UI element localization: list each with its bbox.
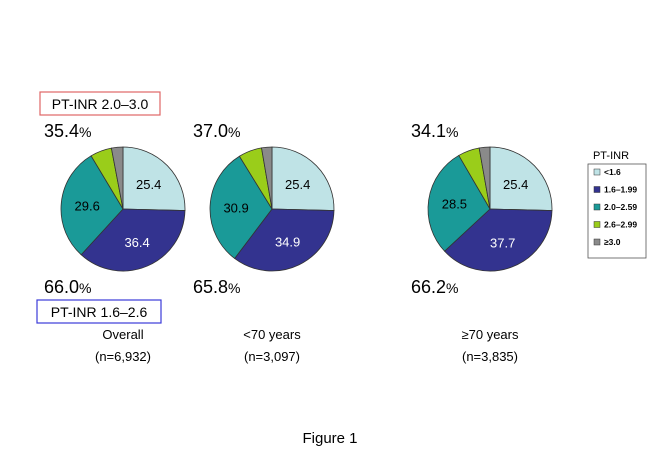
pie-chart-2: 25.4 34.9 30.9 37.0% 65.8% <70 years (n=3,097) [193,121,335,364]
pie-group-sample-size: (n=3,835) [462,349,518,364]
slice-value-label: 34.9 [275,234,300,249]
legend-swatch [593,168,601,176]
pie-group-sample-size: (n=3,097) [244,349,300,364]
slice-value-label: 25.4 [503,177,528,192]
pt-inr-alt-range-box [36,299,162,324]
pie-slice [489,146,553,211]
pie-slice [271,146,335,211]
legend: PT-INR <1.6 1.6–1.99 2.0–2.59 2.6–2.99 ≥3.0 [587,150,647,259]
slice-value-label: 25.4 [136,177,161,192]
legend-swatch [593,221,601,228]
pie-slice [261,146,273,210]
slice-value-label: 29.6 [75,198,100,213]
pie-group-sample-size: (n=6,932) [95,349,151,364]
pie-group-title: Overall [102,327,143,342]
pie-chart-1: 25.4 36.4 29.6 35.4% 66.0% Overall (n=6,932) [44,121,186,364]
lower-range-total: 66.2% [411,277,459,297]
pie-slice [443,208,553,272]
pie-slice [80,208,186,272]
legend-swatch [593,238,601,246]
legend-item-label: 2.0–2.59 [604,202,637,212]
pie-slice [110,146,124,210]
pie-charts-group: 25.436.429.635.4%66.0%Overall(n=6,932)25… [44,121,553,364]
pie-slice [234,208,335,272]
pt-inr-alt-range-label: PT-INR 1.6–2.6 [51,304,148,320]
legend-item-label: ≥3.0 [604,237,621,247]
legend-item-label: 1.6–1.99 [604,185,637,195]
legend-swatch [593,186,601,193]
pie-slice [122,146,186,211]
legend-swatch [593,203,601,211]
pie-slice [478,146,491,210]
slice-value-label: 25.4 [285,177,310,192]
pie-chart-3: 25.4 37.7 28.5 34.1% 66.2% ≥70 years (n=3,835) [411,121,553,364]
slice-value-label: 28.5 [442,197,467,212]
upper-range-total: 35.4% [44,121,92,141]
upper-range-total: 37.0% [193,121,241,141]
figure-caption: Figure 1 [302,430,357,447]
pt-inr-target-range-label: PT-INR 2.0–3.0 [52,96,149,112]
slice-value-label: 30.9 [223,200,248,215]
legend-item-label: <1.6 [604,167,621,177]
upper-range-total: 34.1% [411,121,459,141]
legend-item-label: 2.6–2.99 [604,220,637,230]
pie-slice [60,155,124,256]
slice-value-label: 36.4 [124,235,149,250]
slice-value-label: 37.7 [490,236,515,251]
pie-slice [209,155,273,260]
legend-title: PT-INR [593,150,629,162]
pie-group-title: <70 years [243,327,301,342]
lower-range-total: 65.8% [193,277,241,297]
pt-inr-target-range-box [39,91,161,116]
pie-group-title: ≥70 years [462,327,519,342]
lower-range-total: 66.0% [44,277,92,297]
pie-slice [427,154,491,252]
